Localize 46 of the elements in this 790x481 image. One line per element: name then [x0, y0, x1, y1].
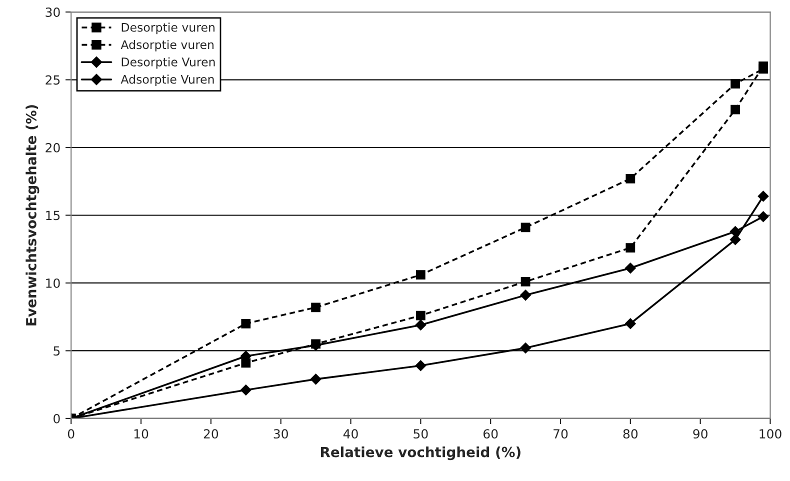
x-tick-label: 40	[343, 429, 358, 439]
y-axis-title: Evenwichtsvochtgehalte (%)	[26, 105, 40, 326]
legend-label: Desorptie vuren	[122, 22, 214, 34]
y-tick-label: 5	[54, 346, 60, 356]
legend-label: Desorptie Vuren	[122, 57, 215, 69]
point	[415, 360, 426, 372]
point	[520, 276, 530, 286]
y-tick-label: 20	[46, 142, 60, 152]
x-tick-label: 90	[693, 429, 708, 439]
point	[520, 290, 531, 301]
y-tick-label: 25	[46, 75, 60, 85]
x-tick-label: 50	[414, 429, 428, 439]
point	[730, 234, 741, 246]
point	[758, 190, 769, 202]
point	[415, 320, 426, 330]
point	[310, 374, 322, 385]
point	[624, 262, 636, 274]
point	[520, 342, 531, 354]
x-tick-label: 0	[68, 429, 74, 439]
x-tick-label: 20	[204, 429, 218, 439]
x-tick-label: 100	[760, 429, 782, 439]
point	[758, 62, 768, 71]
legend-label: Adsorptie vuren	[120, 40, 214, 52]
point	[520, 222, 530, 232]
point	[626, 174, 636, 184]
x-tick-label: 80	[623, 429, 638, 439]
point	[416, 270, 426, 280]
x-tick-label: 60	[484, 429, 498, 439]
x-tick-label: 30	[274, 429, 288, 439]
x-tick-label: 10	[134, 429, 148, 439]
point	[758, 211, 769, 222]
y-tick-label: 15	[46, 210, 60, 220]
y-tick-label: 0	[54, 414, 60, 424]
legend-label: Adsorptie Vuren	[120, 74, 214, 86]
point	[626, 243, 636, 252]
y-tick-label: 10	[46, 278, 60, 288]
point	[240, 384, 252, 396]
point	[730, 79, 740, 89]
point	[241, 318, 251, 328]
point	[624, 318, 636, 330]
x-axis-title: Relatieve vochtigheid (%)	[321, 446, 520, 460]
x-tick-label: 70	[554, 429, 568, 439]
point	[311, 302, 320, 312]
point	[730, 104, 740, 114]
point	[416, 310, 426, 320]
y-tick-label: 30	[46, 7, 60, 17]
